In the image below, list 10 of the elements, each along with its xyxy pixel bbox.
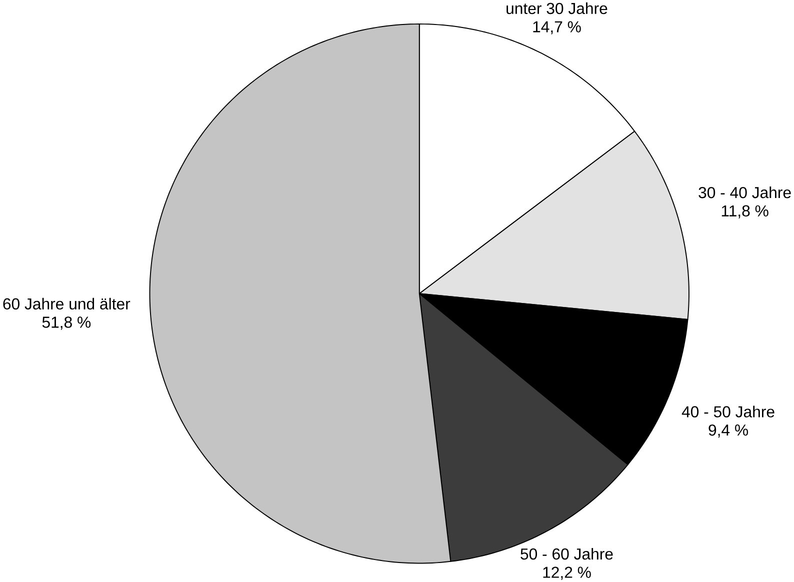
data-label: 12,2 % <box>543 566 591 580</box>
data-label: 9,4 % <box>708 424 748 438</box>
data-label: 14,7 % <box>533 21 581 34</box>
slice-label: 60 Jahre und älter <box>3 298 130 310</box>
slice-label: unter 30 Jahre <box>506 2 608 14</box>
data-label: 11,8 % <box>722 205 768 218</box>
slice-label: 40 - 50 Jahre <box>682 406 774 418</box>
slice-label: 30 - 40 Jahre <box>698 186 791 198</box>
data-label: 51,8 % <box>42 316 91 330</box>
slice-label: 50 - 60 Jahre <box>520 548 613 560</box>
